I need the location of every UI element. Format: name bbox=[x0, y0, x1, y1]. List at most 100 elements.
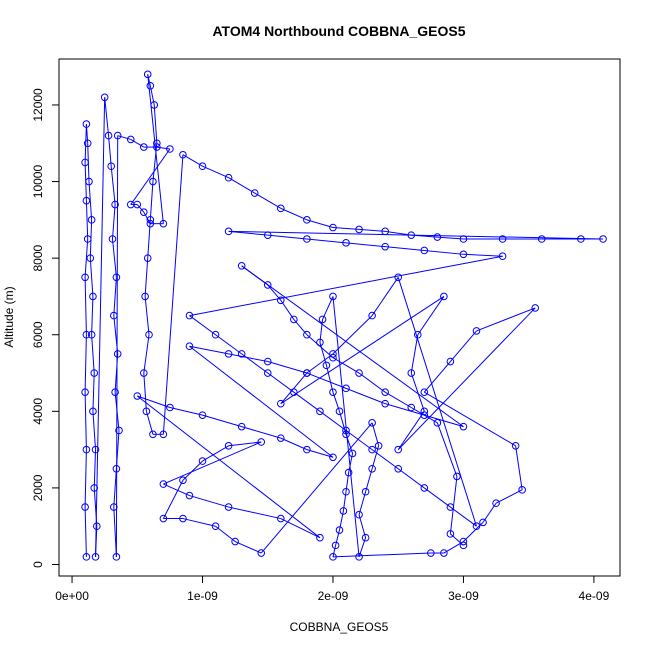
series-segment bbox=[423, 361, 451, 393]
data-point bbox=[82, 120, 91, 128]
series-segment bbox=[84, 238, 89, 278]
data-point bbox=[420, 484, 429, 492]
data-point bbox=[231, 537, 239, 546]
series-segment bbox=[411, 407, 438, 424]
data-point bbox=[263, 231, 272, 239]
series-segment bbox=[319, 410, 347, 431]
series-segment bbox=[332, 552, 431, 558]
series-segment bbox=[108, 135, 112, 167]
data-point bbox=[329, 453, 337, 462]
series-segment bbox=[189, 345, 229, 355]
series-segment bbox=[410, 334, 419, 374]
series-segment bbox=[410, 372, 425, 412]
series-segment bbox=[325, 365, 334, 393]
data-point bbox=[112, 273, 121, 282]
data-point bbox=[140, 143, 148, 151]
data-point bbox=[322, 361, 331, 370]
data-point bbox=[185, 311, 194, 320]
series-segment bbox=[104, 97, 110, 136]
series-segment bbox=[149, 181, 154, 220]
series-segment bbox=[84, 124, 87, 163]
series-segment bbox=[91, 334, 95, 374]
data-point bbox=[420, 388, 429, 396]
series-segment bbox=[189, 315, 216, 336]
data-point bbox=[145, 330, 153, 339]
data-point bbox=[224, 503, 233, 511]
series-segment bbox=[202, 445, 229, 462]
data-point bbox=[381, 242, 389, 251]
series-segment bbox=[371, 449, 399, 470]
data-point bbox=[303, 330, 311, 339]
data-point bbox=[224, 173, 233, 182]
series-segment bbox=[424, 249, 464, 255]
data-point bbox=[112, 464, 121, 473]
data-point bbox=[537, 235, 546, 243]
series-segment bbox=[385, 403, 425, 416]
data-point bbox=[329, 223, 337, 232]
data-point bbox=[381, 227, 389, 236]
series-segment bbox=[306, 334, 334, 359]
data-point bbox=[407, 403, 416, 412]
series-segment bbox=[215, 334, 242, 355]
data-point bbox=[316, 533, 324, 542]
data-point bbox=[81, 503, 89, 511]
series-segment bbox=[254, 192, 282, 209]
data-point bbox=[263, 281, 272, 289]
data-point bbox=[361, 533, 370, 542]
data-point bbox=[339, 507, 348, 515]
data-point bbox=[108, 235, 117, 243]
data-point bbox=[113, 131, 122, 140]
data-point bbox=[329, 553, 337, 561]
data-point bbox=[141, 292, 149, 301]
data-point bbox=[368, 445, 376, 454]
plot-frame bbox=[58, 58, 621, 577]
data-point bbox=[82, 196, 91, 205]
data-point bbox=[342, 487, 350, 496]
series-segment bbox=[345, 242, 386, 248]
series-segment bbox=[322, 296, 334, 320]
data-point bbox=[331, 541, 340, 550]
data-point bbox=[81, 273, 89, 282]
data-point bbox=[329, 353, 337, 362]
data-point bbox=[374, 441, 383, 450]
data-point bbox=[263, 357, 272, 366]
x-axis-label: COBBNA_GEOS5 bbox=[290, 620, 389, 634]
series-segment bbox=[228, 177, 255, 194]
series-segment bbox=[332, 545, 337, 557]
series-segment bbox=[93, 449, 97, 488]
data-point bbox=[355, 225, 363, 234]
data-point bbox=[342, 426, 350, 435]
series-segment bbox=[182, 518, 216, 527]
series-segment bbox=[143, 372, 147, 412]
series-segment bbox=[450, 533, 464, 546]
series-segment bbox=[215, 525, 236, 542]
y-tick-label: 6000 bbox=[31, 321, 45, 348]
y-axis: 0 2000 4000 6000 8000 10000 12000 bbox=[31, 88, 60, 568]
data-point bbox=[179, 514, 187, 523]
data-point bbox=[107, 162, 115, 171]
data-point bbox=[342, 384, 350, 393]
data-point bbox=[335, 407, 344, 416]
series-segment bbox=[384, 391, 412, 408]
data-point bbox=[459, 250, 468, 259]
data-point bbox=[86, 254, 95, 262]
data-point bbox=[143, 254, 152, 262]
data-point bbox=[479, 518, 487, 527]
data-point bbox=[420, 407, 429, 416]
data-point bbox=[413, 330, 422, 339]
series-segment bbox=[365, 468, 373, 492]
series-segment bbox=[84, 334, 87, 393]
series-segment bbox=[91, 296, 94, 335]
series-segment bbox=[339, 411, 347, 435]
data-point bbox=[361, 487, 370, 496]
data-point bbox=[355, 510, 363, 519]
data-point bbox=[459, 235, 468, 243]
data-point bbox=[316, 338, 324, 347]
series-segment bbox=[228, 230, 268, 236]
data-point bbox=[211, 330, 220, 339]
data-point bbox=[355, 553, 363, 561]
data-point bbox=[82, 330, 91, 339]
series-segment bbox=[332, 315, 373, 355]
data-point bbox=[89, 292, 97, 301]
y-tick-label: 0 bbox=[31, 561, 45, 568]
